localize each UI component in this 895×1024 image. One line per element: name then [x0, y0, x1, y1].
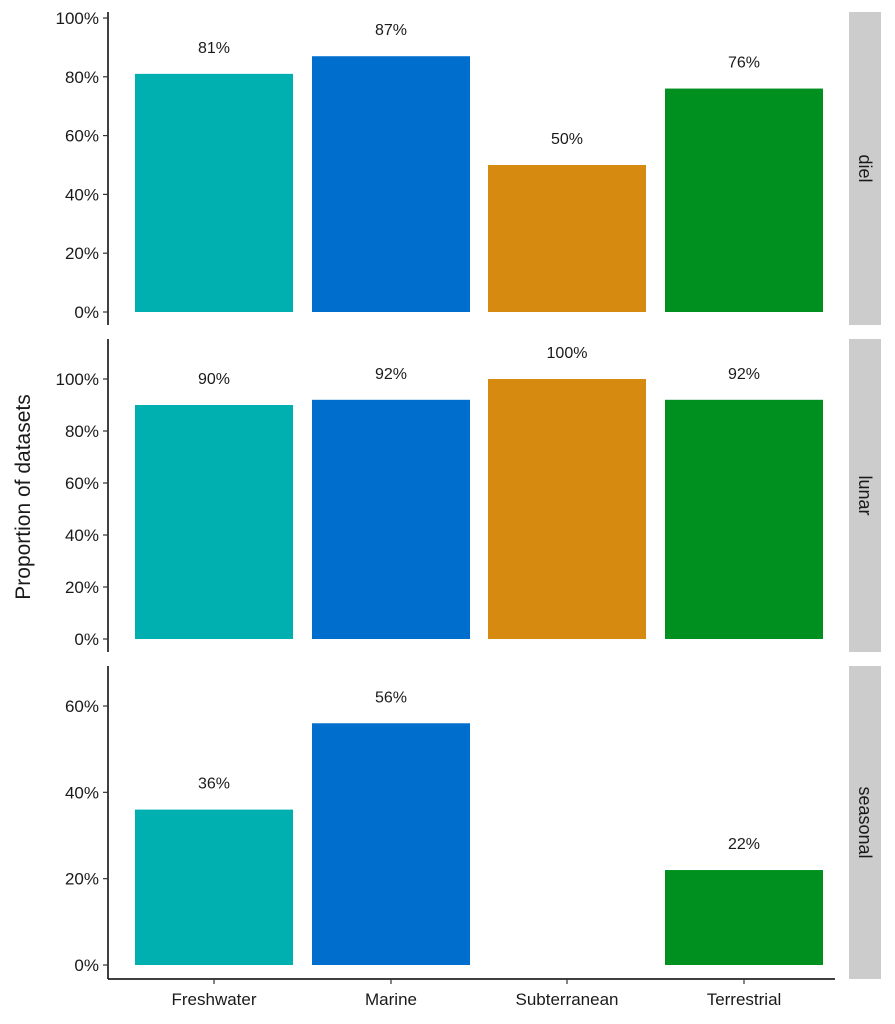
bar-seasonal-freshwater — [135, 809, 293, 965]
y-tick-label: 0% — [74, 956, 99, 975]
bar-value-label: 76% — [728, 55, 760, 72]
facet-panel-seasonal: 0% 20% 40% 60% 36% 56% 22% seasonal — [65, 666, 881, 979]
bar-value-label: 92% — [375, 366, 407, 383]
bar-lunar-terrestrial — [665, 399, 823, 639]
y-tick-label: 60% — [65, 474, 99, 493]
facet-label: seasonal — [855, 786, 875, 858]
y-tick-label: 60% — [65, 697, 99, 716]
x-tick-label: Subterranean — [515, 990, 618, 1009]
facet-label: diel — [855, 154, 875, 182]
bar-lunar-subterranean — [488, 379, 646, 639]
bar-lunar-marine — [312, 399, 470, 639]
bar-diel-marine — [312, 56, 470, 312]
facet-panel-lunar: 0% 20% 40% 60% 80% 100% 90% 92% 100% 92% lunar — [56, 339, 881, 652]
y-tick-label: 100% — [56, 370, 99, 389]
y-tick-label: 80% — [65, 422, 99, 441]
x-tick-label: Marine — [365, 990, 417, 1009]
y-tick-label: 80% — [65, 68, 99, 87]
bar-diel-subterranean — [488, 165, 646, 312]
facet-strip — [849, 339, 881, 652]
bar-value-label: 92% — [728, 366, 760, 383]
y-tick-label: 40% — [65, 185, 99, 204]
y-axis-title: Proportion of datasets — [12, 394, 35, 599]
y-tick-label: 60% — [65, 127, 99, 146]
y-tick-label: 40% — [65, 783, 99, 802]
facet-panel-diel: 0% 20% 40% 60% 80% 100% 81% 87% 50% 76% diel — [56, 9, 881, 325]
bar-seasonal-marine — [312, 723, 470, 965]
bar-value-label: 90% — [198, 371, 230, 388]
facet-strip — [849, 666, 881, 979]
y-tick-label: 20% — [65, 244, 99, 263]
y-tick-label: 40% — [65, 526, 99, 545]
bar-value-label: 36% — [198, 776, 230, 793]
y-tick-label: 20% — [65, 578, 99, 597]
y-tick-label: 0% — [74, 630, 99, 649]
bar-diel-freshwater — [135, 73, 293, 312]
bar-lunar-freshwater — [135, 405, 293, 639]
facet-strip — [849, 12, 881, 325]
x-tick-label: Terrestrial — [707, 990, 782, 1009]
facet-label: lunar — [855, 475, 875, 515]
bar-value-label: 50% — [551, 131, 583, 148]
bar-diel-terrestrial — [665, 88, 823, 312]
bar-value-label: 100% — [547, 345, 588, 362]
y-tick-label: 0% — [74, 303, 99, 322]
x-tick-label: Freshwater — [171, 990, 256, 1009]
bar-value-label: 56% — [375, 689, 407, 706]
bar-value-label: 22% — [728, 836, 760, 853]
y-tick-label: 20% — [65, 870, 99, 889]
y-tick-label: 100% — [56, 9, 99, 28]
bar-value-label: 87% — [375, 22, 407, 39]
bar-seasonal-terrestrial — [665, 870, 823, 965]
bar-value-label: 81% — [198, 40, 230, 57]
